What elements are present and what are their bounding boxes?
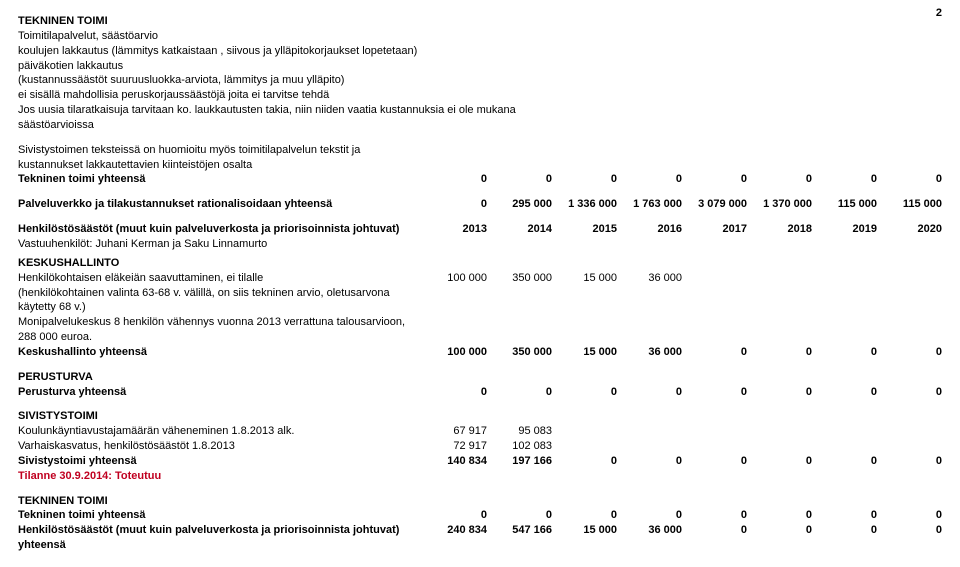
text-line: päiväkotien lakkautus: [18, 59, 942, 74]
text-line: Sivistystoimen teksteissä on huomioitu m…: [18, 143, 942, 158]
page-number: 2: [936, 6, 942, 21]
values: 0 295 000 1 336 000 1 763 000 3 079 000 …: [422, 197, 942, 212]
text-line: Jos uusia tilaratkaisuja tarvitaan ko. l…: [18, 103, 942, 118]
table-row: Koulunkäyntiavustajamäärän väheneminen 1…: [18, 424, 942, 439]
row-perusturva-total: Perusturva yhteensä 0 0 0 0 0 0 0 0: [18, 385, 942, 400]
year-columns: 2013 2014 2015 2016 2017 2018 2019 2020: [422, 222, 942, 237]
table-row: Henkilökohtaisen eläkeiän saavuttaminen,…: [18, 271, 942, 286]
text-line: (kustannussäästöt suuruusluokka-arviota,…: [18, 73, 942, 88]
row-tekninen-total: Tekninen toimi yhteensä 0 0 0 0 0 0 0 0: [18, 172, 942, 187]
vastuu-line: Vastuuhenkilöt: Juhani Kerman ja Saku Li…: [18, 237, 942, 252]
text-line: säästöarvioissa: [18, 118, 942, 133]
label: Tekninen toimi yhteensä: [18, 172, 422, 187]
text-line: ei sisällä mahdollisia peruskorjaussääst…: [18, 88, 942, 103]
label: Palveluverkko ja tilakustannukset ration…: [18, 197, 422, 212]
label: Henkilöstösäästöt (muut kuin palveluverk…: [18, 222, 422, 237]
section-heading-tekninen: TEKNINEN TOIMI: [18, 14, 942, 29]
row-tekninen2-total: Tekninen toimi yhteensä 0 0 0 0 0 0 0 0: [18, 508, 942, 523]
row-keskushallinto-total: Keskushallinto yhteensä 100 000 350 000 …: [18, 345, 942, 360]
section-heading-sivistys: SIVISTYSTOIMI: [18, 409, 942, 424]
section-heading-perusturva: PERUSTURVA: [18, 370, 942, 385]
section-heading-tekninen2: TEKNINEN TOIMI: [18, 494, 942, 509]
text-line: kustannukset lakkautettavien kiinteistöj…: [18, 158, 942, 173]
status-line: Tilanne 30.9.2014: Toteutuu: [18, 469, 942, 484]
table-row: Monipalvelukeskus 8 henkilön vähennys vu…: [18, 315, 942, 345]
row-rationalisointi: Palveluverkko ja tilakustannukset ration…: [18, 197, 942, 212]
table-row: Varhaiskasvatus, henkilöstösäästöt 1.8.2…: [18, 439, 942, 454]
values: 0 0 0 0 0 0 0 0: [422, 172, 942, 187]
row-header-years: Henkilöstösäästöt (muut kuin palveluverk…: [18, 222, 942, 237]
text-line: koulujen lakkautus (lämmitys katkaistaan…: [18, 44, 942, 59]
section-heading-keskushallinto: KESKUSHALLINTO: [18, 256, 942, 271]
row-grand-total: Henkilöstösäästöt (muut kuin palveluverk…: [18, 523, 942, 553]
table-row: (henkilökohtainen valinta 63-68 v. välil…: [18, 286, 942, 316]
row-sivistys-total: Sivistystoimi yhteensä 140 834 197 166 0…: [18, 454, 942, 469]
text-line: Toimitilapalvelut, säästöarvio: [18, 29, 942, 44]
